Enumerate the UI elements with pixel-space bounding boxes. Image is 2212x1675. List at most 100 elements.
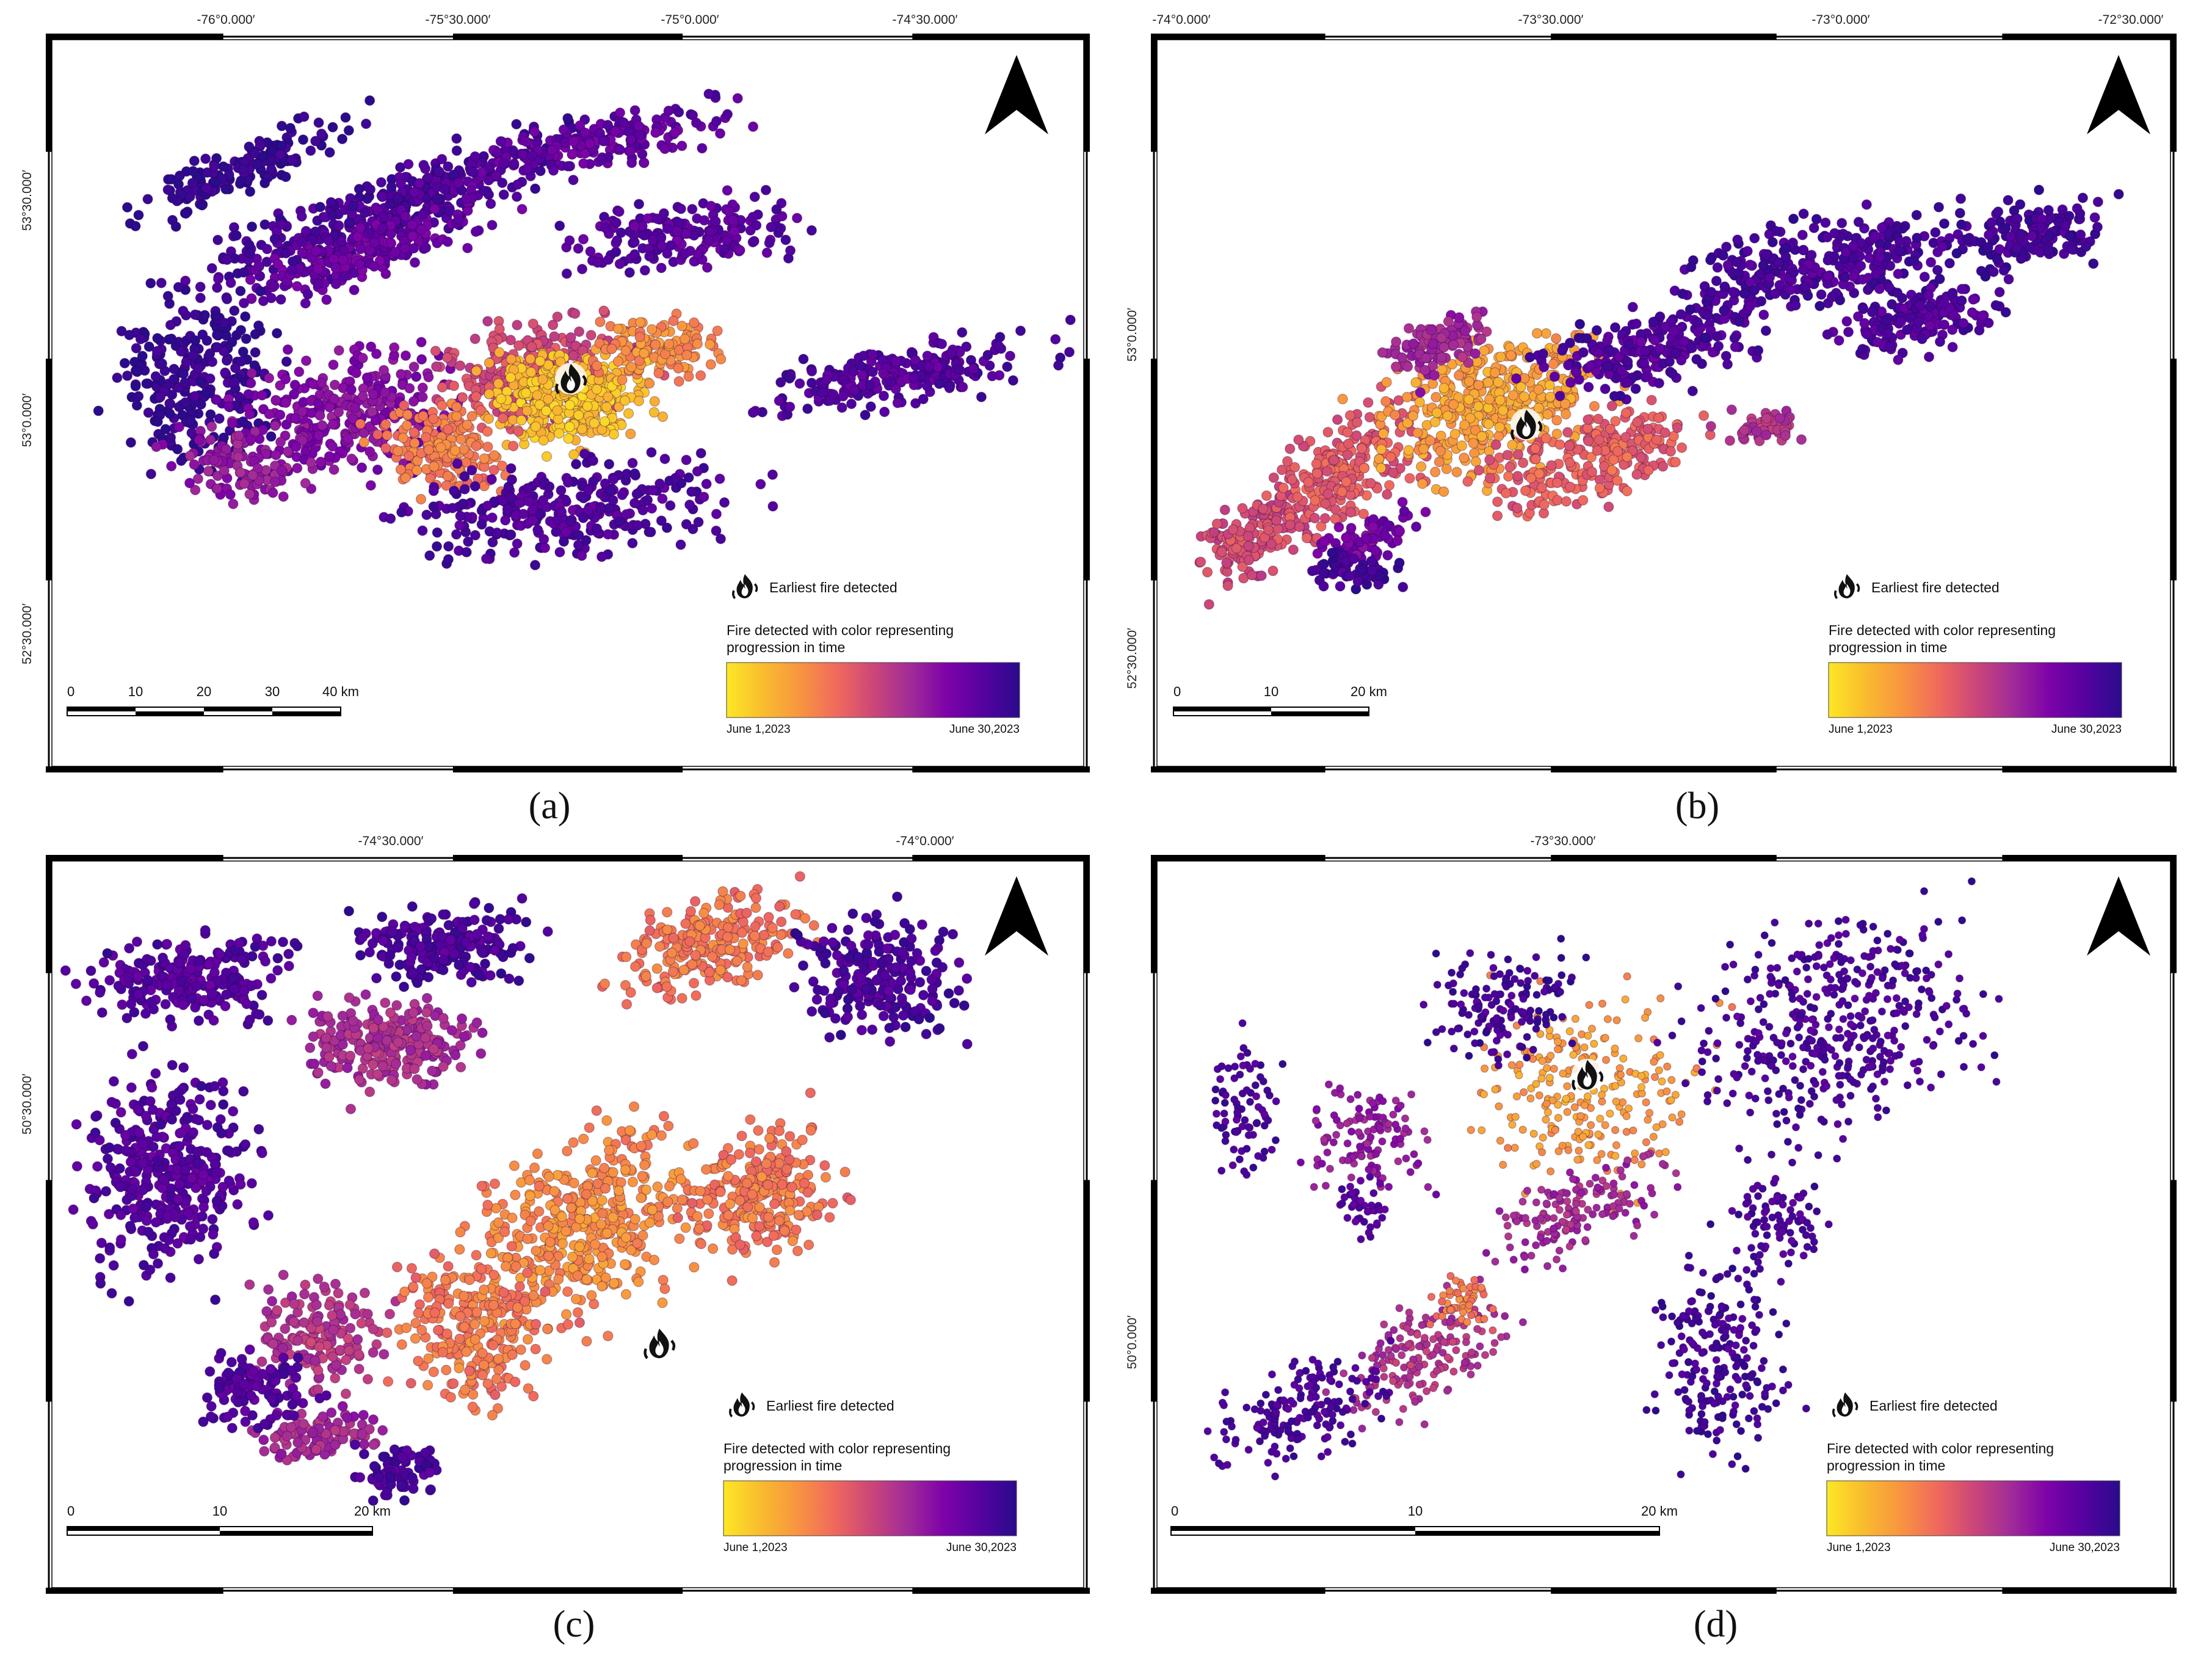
- fire-point: [651, 213, 662, 224]
- fire-point: [296, 236, 307, 247]
- fire-point: [1742, 245, 1753, 256]
- fire-point: [451, 133, 462, 144]
- fire-point: [316, 377, 327, 388]
- fire-point: [1911, 209, 1922, 220]
- fire-point: [1603, 360, 1614, 372]
- fire-point: [197, 200, 208, 211]
- fire-point: [396, 507, 407, 518]
- fire-point: [195, 376, 206, 388]
- fire-point: [292, 462, 303, 474]
- fire-point: [1540, 433, 1552, 444]
- fire-point: [201, 167, 212, 178]
- fire-point: [573, 529, 584, 541]
- fire-point: [176, 455, 187, 467]
- fire-point: [698, 215, 710, 226]
- fire-point: [1492, 496, 1503, 507]
- fire-point: [151, 346, 162, 357]
- fire-point: [1342, 449, 1353, 460]
- fire-point: [479, 453, 490, 464]
- fire-point: [1530, 454, 1541, 465]
- fire-point: [189, 155, 200, 167]
- fire-point: [484, 357, 495, 369]
- fire-point: [189, 391, 200, 402]
- fire-point: [281, 356, 292, 367]
- fire-point: [568, 136, 579, 147]
- legend-color-label-line2: progression in time: [727, 639, 845, 655]
- fire-point: [1216, 547, 1227, 558]
- fire-point: [629, 249, 640, 260]
- fire-point: [561, 268, 572, 279]
- fire-point: [564, 399, 575, 410]
- fire-point: [639, 265, 650, 276]
- fire-point: [227, 418, 238, 429]
- fire-point: [634, 129, 645, 140]
- fire-point: [802, 403, 813, 415]
- fire-point: [791, 213, 803, 223]
- fire-point: [1692, 317, 1703, 328]
- legend-color-ramp: [726, 662, 1020, 718]
- fire-point: [369, 261, 380, 272]
- fire-point: [502, 504, 513, 515]
- fire-point: [342, 433, 354, 444]
- fire-point: [1642, 423, 1653, 435]
- fire-point: [408, 396, 419, 407]
- fire-point: [343, 125, 354, 136]
- fire-point: [1955, 193, 1967, 204]
- fire-point: [775, 377, 786, 388]
- fire-point: [218, 346, 230, 357]
- fire-point: [327, 210, 338, 221]
- fire-point: [705, 339, 716, 350]
- fire-point: [1476, 431, 1487, 442]
- fire-point: [549, 331, 560, 342]
- fire-point: [399, 242, 410, 253]
- fire-point: [435, 442, 446, 453]
- fire-point: [1361, 533, 1372, 545]
- fire-point: [703, 89, 714, 100]
- fire-point: [205, 434, 216, 445]
- fire-point: [372, 429, 383, 440]
- fire-point: [1739, 288, 1750, 299]
- fire-point: [1542, 409, 1553, 420]
- fire-point: [734, 245, 745, 256]
- fire-point: [585, 246, 596, 257]
- fire-point: [570, 308, 581, 319]
- fire-point: [491, 170, 502, 181]
- fire-point: [611, 217, 622, 228]
- fire-point: [369, 238, 380, 249]
- fire-point: [212, 234, 223, 245]
- fire-point: [442, 471, 454, 482]
- fire-point: [112, 372, 123, 383]
- fire-point: [511, 118, 522, 129]
- fire-point: [174, 170, 185, 181]
- fire-point: [633, 120, 644, 132]
- fire-point: [223, 401, 234, 412]
- fire-point: [170, 221, 181, 232]
- fire-point: [466, 410, 477, 422]
- fire-point: [347, 201, 358, 212]
- panel-caption: (a): [528, 785, 571, 827]
- fire-point: [1337, 393, 1348, 405]
- fire-point: [1322, 427, 1333, 438]
- fire-point: [1384, 480, 1395, 491]
- fire-point: [1356, 443, 1368, 454]
- map-background: [1151, 34, 2177, 772]
- fire-point: [401, 420, 413, 431]
- fire-point: [1492, 510, 1503, 521]
- fire-point: [297, 247, 308, 258]
- fire-point: [407, 230, 418, 242]
- fire-point: [567, 148, 578, 159]
- fire-point: [313, 278, 324, 289]
- fire-point: [234, 391, 245, 402]
- fire-point: [409, 257, 421, 268]
- fire-point: [1622, 485, 1633, 496]
- fire-point: [1583, 435, 1594, 446]
- fire-point: [1552, 495, 1563, 506]
- fire-point: [280, 397, 291, 409]
- fire-point: [618, 117, 629, 128]
- fire-point: [1282, 456, 1293, 467]
- fire-point: [175, 346, 187, 357]
- latitude-tick-label: 52°30.000′: [20, 603, 34, 664]
- fire-point: [404, 451, 415, 462]
- legend-earliest-label: Earliest fire detected: [769, 580, 897, 595]
- fire-point: [231, 230, 242, 241]
